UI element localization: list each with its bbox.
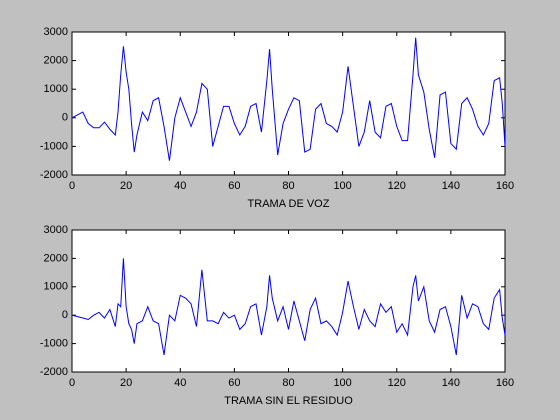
x-tick-label: 20 <box>120 180 132 192</box>
x-tick-label: 160 <box>496 180 514 192</box>
x-tick-label: 140 <box>442 377 460 389</box>
y-tick-label: -2000 <box>40 366 68 378</box>
x-tick-label: 100 <box>333 377 351 389</box>
x-axis-label: TRAMA DE VOZ <box>248 198 330 210</box>
x-tick-label: 40 <box>174 180 186 192</box>
x-tick-label: 0 <box>69 377 75 389</box>
x-tick-label: 20 <box>120 377 132 389</box>
x-tick-label: 120 <box>388 377 406 389</box>
axes-background <box>71 31 506 176</box>
data-line <box>71 258 506 356</box>
y-tick-label: -1000 <box>40 140 68 152</box>
y-tick-label: 1000 <box>44 83 68 95</box>
x-tick-label: 120 <box>388 180 406 192</box>
x-tick-label: 100 <box>333 180 351 192</box>
y-tick-label: -2000 <box>40 169 68 181</box>
x-tick-label: 80 <box>282 377 294 389</box>
x-tick-label: 60 <box>228 180 240 192</box>
y-tick-label: 3000 <box>44 224 68 236</box>
y-tick-label: 2000 <box>44 55 68 67</box>
data-line <box>71 37 506 161</box>
axes-background <box>71 229 506 373</box>
x-tick-label: 60 <box>228 377 240 389</box>
x-tick-label: 0 <box>69 180 75 192</box>
y-tick-label: -1000 <box>40 338 68 350</box>
x-tick-label: 40 <box>174 377 186 389</box>
y-tick-label: 3000 <box>44 26 68 38</box>
x-tick-label: 140 <box>442 180 460 192</box>
y-tick-label: 1000 <box>44 281 68 293</box>
y-tick-label: 0 <box>62 309 68 321</box>
x-tick-label: 80 <box>282 180 294 192</box>
y-tick-label: 2000 <box>44 252 68 264</box>
y-tick-label: 0 <box>62 112 68 124</box>
x-tick-label: 160 <box>496 377 514 389</box>
x-axis-label: TRAMA SIN EL RESIDUO <box>224 395 353 407</box>
